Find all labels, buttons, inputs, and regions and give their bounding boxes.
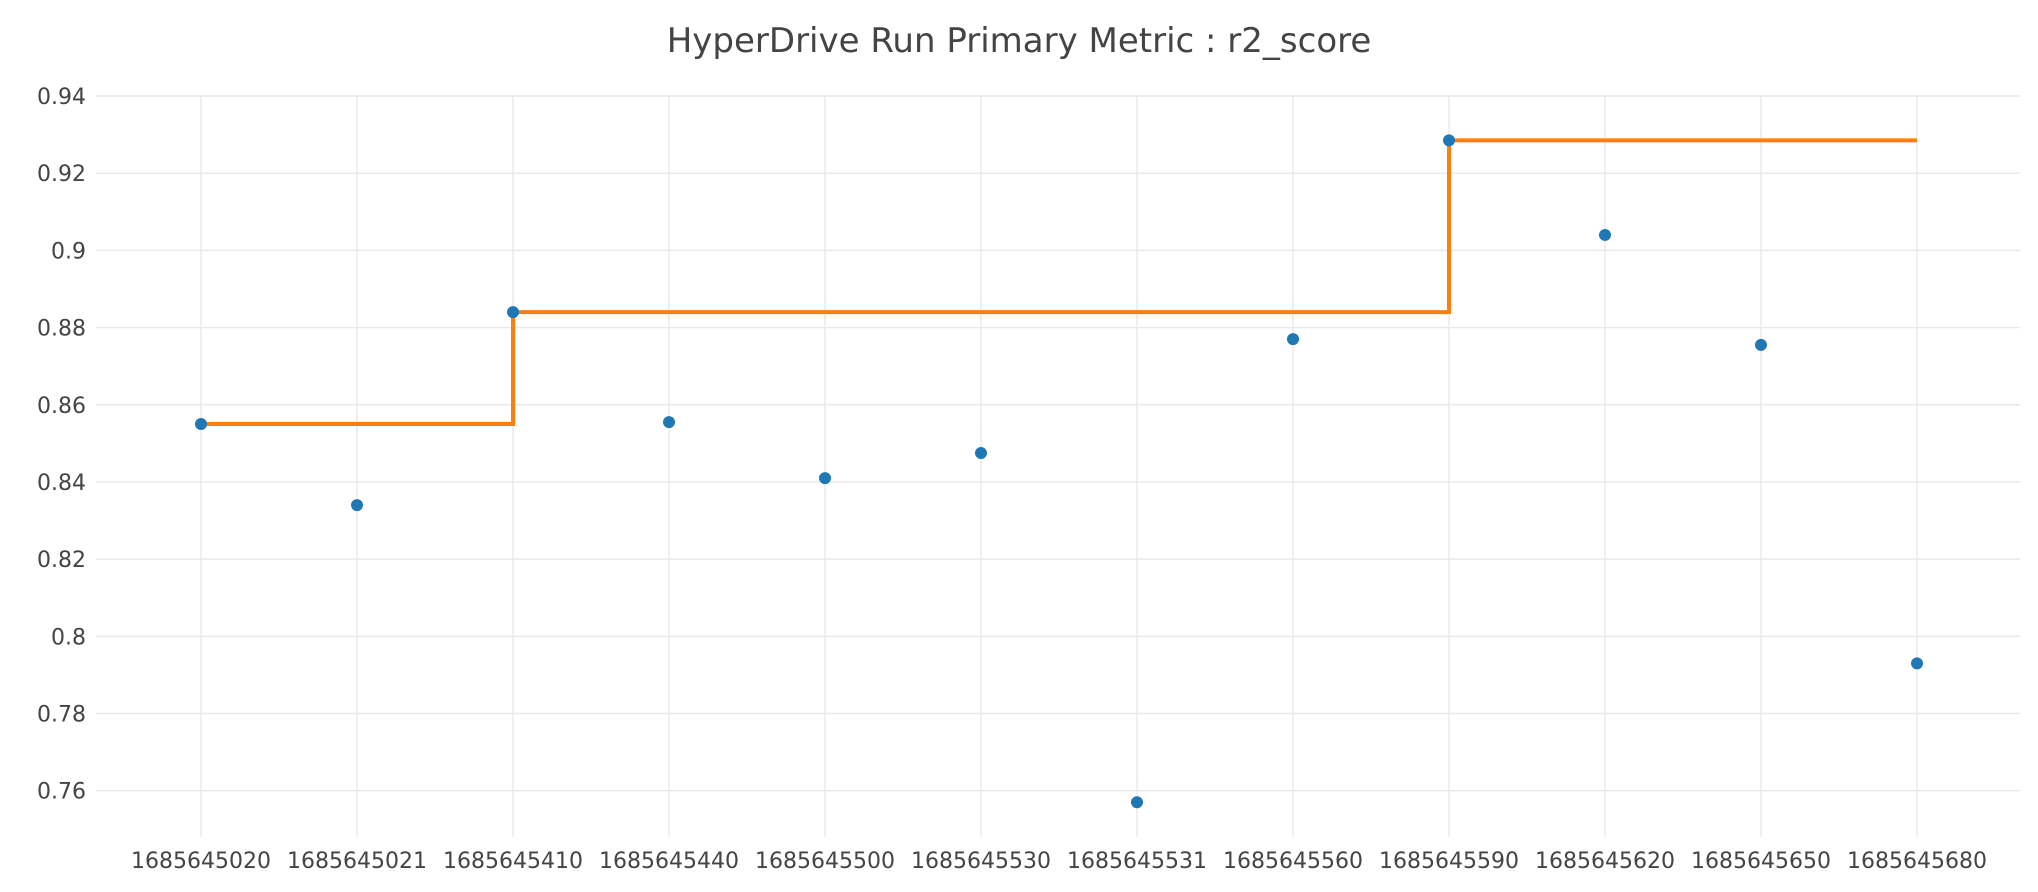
x-tick-label: 1685645500 <box>755 849 895 874</box>
run-point[interactable] <box>1131 796 1143 809</box>
x-tick-label: 1685645650 <box>1691 849 1831 874</box>
run-point[interactable] <box>507 306 519 319</box>
y-tick-label: 0.84 <box>37 471 86 496</box>
run-point[interactable] <box>1443 134 1455 147</box>
x-tick-label: 1685645410 <box>443 849 583 874</box>
run-point[interactable] <box>1755 338 1767 351</box>
y-tick-label: 0.88 <box>37 317 86 342</box>
y-tick-label: 0.8 <box>51 625 86 650</box>
x-tick-label: 1685645440 <box>599 849 739 874</box>
best-metric-step-line <box>201 138 1917 427</box>
run-point[interactable] <box>195 418 207 431</box>
run-point[interactable] <box>1599 228 1611 241</box>
y-tick-label: 0.78 <box>37 703 86 728</box>
chart-title: HyperDrive Run Primary Metric : r2_score <box>667 21 1372 61</box>
x-tick-label: 1685645020 <box>131 849 271 874</box>
run-point[interactable] <box>975 446 987 459</box>
x-tick-label: 1685645680 <box>1847 849 1987 874</box>
gridlines <box>96 95 2020 837</box>
run-points <box>195 134 1923 809</box>
y-tick-label: 0.76 <box>37 780 86 805</box>
x-tick-label: 1685645530 <box>911 849 1051 874</box>
run-point[interactable] <box>663 416 675 429</box>
x-tick-label: 1685645531 <box>1067 849 1207 874</box>
x-axis-ticks: 1685645020 1685645021 1685645410 1685645440… <box>131 849 1987 874</box>
run-point[interactable] <box>819 472 831 485</box>
y-tick-label: 0.94 <box>37 85 86 110</box>
x-tick-label: 1685645021 <box>287 849 427 874</box>
run-point[interactable] <box>1911 657 1923 670</box>
y-tick-label: 0.86 <box>37 394 86 419</box>
run-point[interactable] <box>351 499 363 512</box>
x-tick-label: 1685645560 <box>1223 849 1363 874</box>
y-tick-label: 0.92 <box>37 162 86 187</box>
x-tick-label: 1685645590 <box>1379 849 1519 874</box>
y-tick-label: 0.9 <box>51 239 86 264</box>
y-axis-ticks: 0.76 0.78 0.8 0.82 0.84 0.86 0.88 0.9 0.92 0.94 <box>37 85 86 805</box>
x-tick-label: 1685645620 <box>1535 849 1675 874</box>
y-tick-label: 0.82 <box>37 548 86 573</box>
run-point[interactable] <box>1287 333 1299 346</box>
